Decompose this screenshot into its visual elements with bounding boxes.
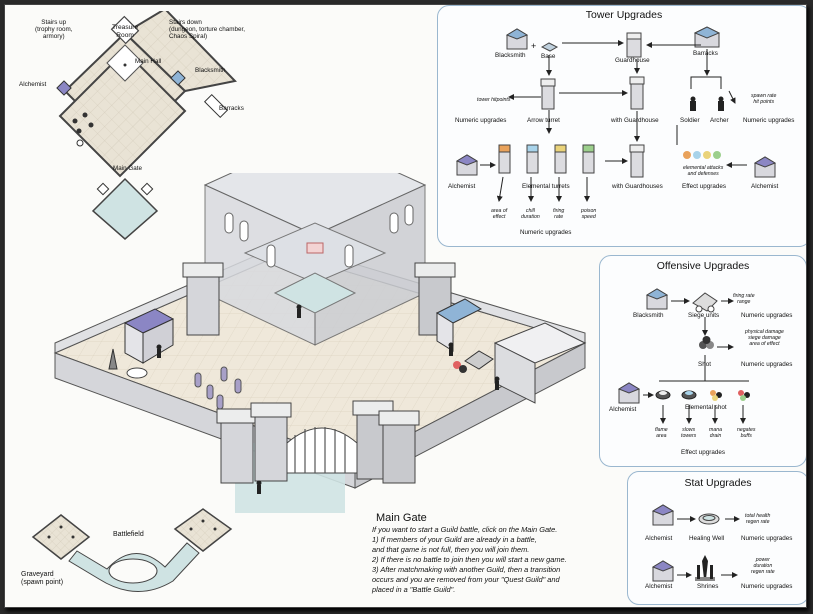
description-line: 2) If there is no battle to join then yo… — [372, 554, 567, 564]
offensive-upgrades-title: Offensive Upgrades — [656, 260, 750, 272]
floor-alchemist-label: Alchemist — [19, 81, 47, 88]
tower-barracks-label: Barracks — [693, 50, 718, 57]
offensive-upgrades-diagram — [617, 288, 750, 424]
stat-numeric-upgrades-2: Numeric upgrades — [741, 583, 793, 590]
offensive-numeric-upgrades-2: Numeric upgrades — [741, 361, 793, 368]
spawn-rate-note: spawn rate hit points — [751, 93, 777, 106]
firing-rate-range-note: firing rate range — [733, 293, 755, 306]
archer-label: Archer — [710, 117, 729, 124]
castle-illustration — [53, 173, 587, 513]
main-hall-label: Main Hall — [135, 58, 162, 65]
offensive-effect-upgrades-label: Effect upgrades — [681, 449, 725, 456]
description-line: occurs and you are removed from your "Qu… — [372, 574, 560, 584]
poison-speed-note: poison speed — [581, 208, 597, 221]
siege-units-label: Siege units — [688, 312, 720, 319]
tower-effect-upgrades-label: Effect upgrades — [682, 183, 726, 190]
description-line: 3) After matchmaking with another Guild,… — [372, 564, 561, 574]
tower-hitpoints-note: tower hitpoints — [477, 97, 511, 103]
floor-blacksmith-label: Blacksmith — [195, 67, 226, 74]
stat-alchemist-2-label: Alchemist — [645, 583, 673, 590]
main-gate-heading: Main Gate — [376, 512, 427, 524]
flame-area-note: flame area — [655, 427, 668, 440]
health-notes: total health regen rate — [745, 513, 771, 526]
tower-alchemist-left-label: Alchemist — [448, 183, 476, 190]
tower-numeric-upgrades-1: Numeric upgrades — [455, 117, 507, 124]
tower-upgrades-diagram — [455, 26, 777, 202]
guardhouse-label: Guardhouse — [615, 57, 650, 64]
chill-duration-note: chill duration — [521, 208, 540, 221]
arrow-turret-label: Arrow turret — [527, 117, 560, 124]
stat-upgrades-diagram — [651, 504, 740, 582]
concept-sheet: Stairs up (trophy room, armory) Treasure Ro… — [4, 4, 807, 608]
floor-barracks-label: Barracks — [219, 105, 244, 112]
stat-upgrades-panel: Stat Upgrades — [627, 471, 806, 605]
healing-well-label: Healing Well — [689, 535, 725, 542]
treasure-room-label: Treasure Room — [112, 24, 139, 39]
firing-rate-note: firing rate — [553, 208, 565, 221]
negates-buffs-note: negates buffs — [737, 427, 756, 440]
elemental-shot-label: Elemental shot — [685, 404, 727, 411]
tower-numeric-upgrades-3: Numeric upgrades — [520, 229, 572, 236]
tower-alchemist-right-label: Alchemist — [751, 183, 779, 190]
battlefield-label: Battlefield — [113, 531, 144, 538]
offensive-blacksmith-label: Blacksmith — [633, 312, 664, 319]
offensive-alchemist-label: Alchemist — [609, 406, 637, 413]
main-gate-description: If you want to start a Guild battle, cli… — [372, 525, 612, 595]
description-line: 1) If members of your Guild are already … — [372, 534, 537, 544]
with-guardhouses-label: with Guardhouses — [612, 183, 663, 190]
shot-label: Shot — [698, 361, 711, 368]
stat-numeric-upgrades-1: Numeric upgrades — [741, 535, 793, 542]
battlefield-diagram — [31, 508, 233, 592]
description-line: and that game is not full, then you will… — [372, 544, 530, 554]
stairs-up-label: Stairs up (trophy room, armory) — [35, 19, 73, 41]
description-line: If you want to start a Guild battle, cli… — [372, 525, 558, 534]
floor-plan-diagram — [56, 11, 237, 240]
slows-towers-note: slows towers — [681, 427, 697, 440]
with-guardhouse-label: with Guardhouse — [611, 117, 659, 124]
tower-blacksmith-label: Blacksmith — [495, 52, 526, 59]
stat-alchemist-1-label: Alchemist — [645, 535, 673, 542]
base-label: Base — [541, 53, 556, 60]
shrines-label: Shrines — [697, 583, 719, 590]
area-of-effect-note: area of effect — [491, 208, 508, 221]
offensive-numeric-upgrades-1: Numeric upgrades — [741, 312, 793, 319]
shrine-notes: power duration regen rate — [751, 557, 775, 576]
description-line: placed in a "Battle Guild". — [372, 584, 456, 594]
plus-sign: + — [531, 41, 537, 51]
elemental-attacks-note: elemental attacks and defenses — [683, 165, 724, 178]
stat-upgrades-title: Stat Upgrades — [684, 477, 752, 489]
damage-notes: physical damage siege damage area of effec… — [745, 329, 784, 348]
offensive-upgrades-panel: Offensive Upgrades — [599, 255, 806, 467]
elemental-turrets-label: Elemental turrets — [522, 183, 570, 190]
floor-main-gate-label: Main Gate — [113, 165, 143, 172]
stairs-down-label: Stairs down (dungeon, torture chamber, Cha… — [169, 19, 245, 41]
tower-upgrades-title: Tower Upgrades — [585, 9, 663, 21]
mana-drain-note: mana drain — [709, 427, 722, 440]
graveyard-label: Graveyard (spawn point) — [21, 571, 64, 587]
tower-numeric-upgrades-2: Numeric upgrades — [743, 117, 795, 124]
soldier-label: Soldier — [680, 117, 700, 124]
